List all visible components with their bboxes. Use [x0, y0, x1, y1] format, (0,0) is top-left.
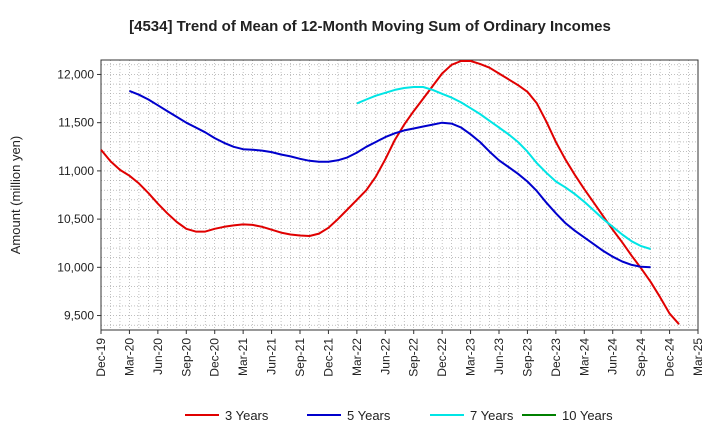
x-tick-label: Dec-21 — [321, 338, 335, 377]
x-tick-label: Jun-22 — [378, 338, 392, 375]
x-tick-label: Dec-23 — [549, 338, 563, 377]
grid — [101, 60, 698, 330]
y-axis-ticks: 9,500 10,000 10,500 11,000 11,500 12,000 — [57, 67, 101, 323]
x-tick-label: Sep-20 — [179, 338, 193, 377]
legend-label-3-years: 3 Years — [225, 408, 269, 423]
series-line-3-years — [100, 60, 680, 325]
x-tick-label: Dec-20 — [208, 338, 222, 377]
x-tick-label: Jun-20 — [151, 338, 165, 375]
x-tick-label: Mar-21 — [236, 338, 250, 376]
y-axis-label: Amount (million yen) — [8, 136, 23, 255]
y-tick-label: 11,000 — [58, 164, 94, 178]
x-tick-label: Dec-22 — [435, 338, 449, 377]
legend: 3 Years 5 Years 7 Years 10 Years — [185, 408, 613, 423]
series-line-5-years — [129, 89, 651, 269]
y-tick-label: 12,000 — [57, 67, 94, 81]
series-line-7-years — [356, 86, 651, 250]
x-tick-label: Mar-22 — [350, 338, 364, 376]
x-tick-label: Mar-25 — [691, 338, 705, 376]
legend-label-10-years: 10 Years — [562, 408, 613, 423]
y-tick-label: 9,500 — [64, 309, 94, 323]
x-tick-label: Dec-24 — [663, 338, 677, 377]
x-tick-label: Jun-23 — [492, 338, 506, 375]
x-tick-label: Dec-19 — [94, 338, 108, 377]
x-tick-label: Jun-24 — [606, 338, 620, 375]
x-tick-label: Mar-24 — [577, 338, 591, 376]
x-tick-label: Mar-20 — [122, 338, 136, 376]
x-axis-ticks: Dec-19 Mar-20 Jun-20 Sep-20 Dec-20 Mar-21 Jun-… — [94, 330, 705, 377]
y-tick-label: 10,000 — [57, 260, 94, 274]
legend-label-7-years: 7 Years — [470, 408, 514, 423]
x-tick-label: Sep-21 — [293, 338, 307, 377]
legend-label-5-years: 5 Years — [347, 408, 391, 423]
x-tick-label: Sep-22 — [407, 338, 421, 377]
x-tick-label: Sep-24 — [634, 338, 648, 377]
plot-frame — [100, 59, 699, 331]
x-tick-label: Jun-21 — [265, 338, 279, 375]
chart-title: [4534] Trend of Mean of 12-Month Moving … — [129, 18, 611, 35]
x-tick-label: Mar-23 — [464, 338, 478, 376]
series-layer — [100, 60, 680, 325]
y-tick-label: 10,500 — [57, 212, 94, 226]
x-tick-label: Sep-23 — [520, 338, 534, 377]
y-tick-label: 11,500 — [58, 116, 94, 130]
